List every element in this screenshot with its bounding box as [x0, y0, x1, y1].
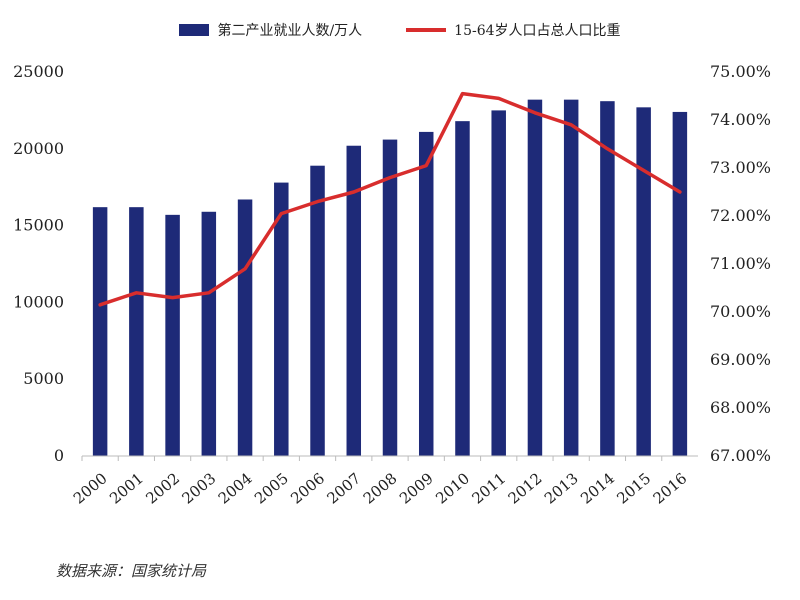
legend-item-population-ratio: 15-64岁人口占总人口比重 [406, 20, 621, 40]
employment-bar [346, 145, 362, 456]
chart-legend: 第二产业就业人数/万人 15-64岁人口占总人口比重 [0, 20, 800, 40]
right-tick-label: 70.00% [710, 302, 771, 321]
right-tick-label: 75.00% [710, 62, 771, 81]
right-tick-label: 74.00% [710, 110, 771, 129]
right-tick-label: 68.00% [710, 398, 771, 417]
employment-bar [129, 207, 144, 456]
employment-bar [455, 121, 470, 456]
x-tick-label: 2003 [179, 469, 220, 507]
right-tick-label: 73.00% [710, 158, 771, 177]
x-tick-label: 2005 [251, 469, 292, 507]
legend-item-employment: 第二产业就业人数/万人 [179, 20, 362, 40]
x-tick-label: 2008 [360, 469, 401, 507]
legend-line-label: 15-64岁人口占总人口比重 [454, 23, 621, 39]
x-tick-label: 2014 [577, 469, 618, 507]
x-tick-label: 2007 [324, 469, 365, 507]
left-tick-label: 10000 [13, 292, 64, 311]
right-axis-ticks: 67.00% 68.00% 69.00% 70.00% 71.00% 72.00% 73.0… [710, 62, 771, 465]
right-tick-label: 69.00% [710, 350, 771, 369]
left-axis-ticks: 0 5000 10000 15000 20000 25000 [13, 62, 64, 465]
employment-bar [201, 211, 217, 456]
x-tick-label: 2015 [613, 469, 654, 507]
left-tick-label: 25000 [13, 62, 64, 81]
x-tick-label: 2011 [468, 469, 509, 507]
employment-bar [310, 165, 325, 457]
left-tick-label: 0 [54, 446, 64, 465]
employment-bar [382, 139, 398, 457]
x-tick-label: 2013 [541, 469, 582, 507]
right-tick-label: 72.00% [710, 206, 771, 225]
employment-bars [92, 99, 688, 457]
employment-bar [600, 101, 615, 457]
legend-line-swatch [406, 28, 447, 32]
employment-bar [274, 182, 289, 457]
employment-bar [563, 99, 579, 456]
x-axis-ticks: 2000200120022003200420052006200720082009… [70, 456, 691, 508]
employment-bar [165, 214, 180, 456]
left-tick-label: 20000 [13, 139, 64, 158]
legend-bar-label: 第二产业就业人数/万人 [217, 23, 363, 39]
employment-bar [636, 107, 651, 456]
employment-bar [237, 199, 253, 456]
legend-bar-swatch [179, 24, 210, 36]
x-tick-label: 2012 [505, 469, 546, 507]
employment-bar [418, 131, 434, 457]
employment-bar [527, 99, 543, 456]
x-tick-label: 2009 [396, 469, 437, 507]
employment-bar [92, 207, 108, 456]
data-source-note: 数据来源：国家统计局 [56, 562, 207, 580]
employment-bar [491, 110, 506, 457]
x-tick-label: 2000 [70, 469, 111, 507]
x-tick-label: 2004 [215, 469, 256, 507]
employment-bar [672, 111, 688, 456]
x-tick-label: 2002 [142, 469, 183, 507]
x-tick-label: 2006 [287, 469, 328, 507]
right-tick-label: 71.00% [710, 254, 771, 273]
left-tick-label: 5000 [23, 369, 64, 388]
x-tick-label: 2010 [432, 469, 473, 507]
x-tick-label: 2016 [650, 469, 691, 507]
right-tick-label: 67.00% [710, 446, 771, 465]
x-tick-label: 2001 [106, 469, 147, 507]
left-tick-label: 15000 [13, 216, 64, 235]
